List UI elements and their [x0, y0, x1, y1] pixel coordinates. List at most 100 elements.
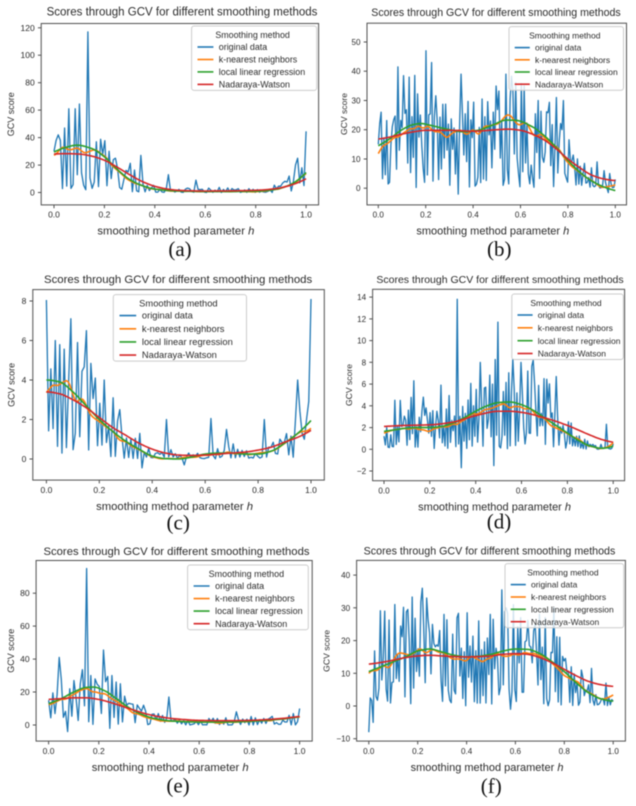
svg-text:1.0: 1.0 [305, 485, 317, 495]
svg-text:2: 2 [22, 415, 27, 425]
svg-text:k-nearest neighbors: k-nearest neighbors [538, 323, 613, 333]
svg-text:smoothing method parameter h: smoothing method parameter h [97, 226, 254, 238]
svg-text:(f): (f) [481, 774, 502, 798]
svg-text:local linear regression: local linear regression [215, 606, 303, 616]
svg-text:(d): (d) [487, 510, 512, 534]
svg-text:14: 14 [357, 293, 367, 302]
svg-text:Smoothing method: Smoothing method [215, 30, 290, 40]
svg-text:GCV score: GCV score [322, 630, 332, 672]
svg-text:local linear regression: local linear regression [538, 336, 621, 346]
svg-text:smoothing method parameter h: smoothing method parameter h [96, 501, 253, 513]
svg-text:80: 80 [25, 78, 35, 88]
svg-text:0.2: 0.2 [93, 746, 105, 756]
svg-text:12: 12 [357, 315, 367, 324]
svg-text:0.0: 0.0 [43, 746, 55, 756]
svg-text:local linear regression: local linear regression [531, 604, 614, 614]
svg-text:0: 0 [346, 702, 351, 711]
svg-text:10: 10 [341, 669, 351, 678]
svg-text:k-nearest neighbors: k-nearest neighbors [219, 55, 298, 65]
svg-text:0: 0 [22, 454, 27, 464]
svg-text:4: 4 [22, 375, 27, 385]
svg-text:smoothing method parameter h: smoothing method parameter h [416, 226, 569, 238]
svg-text:1.0: 1.0 [608, 747, 620, 756]
svg-text:0.4: 0.4 [461, 747, 473, 756]
svg-text:Smoothing method: Smoothing method [527, 568, 599, 578]
svg-text:Smoothing method: Smoothing method [209, 569, 285, 579]
svg-text:0: 0 [362, 445, 367, 454]
svg-text:0.6: 0.6 [516, 487, 528, 496]
svg-text:original data: original data [142, 311, 194, 321]
svg-text:0.4: 0.4 [467, 211, 479, 220]
svg-text:Scores through GCV for differe: Scores through GCV for different smoothi… [47, 6, 318, 18]
svg-text:6: 6 [362, 380, 367, 389]
svg-text:local linear regression: local linear regression [142, 337, 233, 347]
svg-text:20: 20 [341, 637, 351, 646]
svg-text:1.0: 1.0 [294, 746, 306, 756]
svg-text:k-nearest neighbors: k-nearest neighbors [142, 324, 225, 334]
svg-text:Nadaraya-Watson: Nadaraya-Watson [531, 617, 599, 627]
svg-text:60: 60 [25, 105, 35, 115]
svg-text:8: 8 [22, 296, 27, 306]
svg-text:smoothing method parameter h: smoothing method parameter h [418, 502, 571, 514]
svg-text:0.2: 0.2 [420, 211, 432, 220]
svg-text:30: 30 [341, 604, 351, 613]
svg-text:Scores through GCV for differe: Scores through GCV for different smoothi… [44, 274, 313, 286]
svg-text:smoothing method parameter h: smoothing method parameter h [411, 762, 564, 774]
svg-text:Scores through GCV for differe: Scores through GCV for different smoothi… [364, 545, 616, 557]
svg-text:original data: original data [215, 581, 264, 591]
svg-text:30: 30 [351, 97, 361, 106]
svg-text:0.0: 0.0 [363, 747, 375, 756]
svg-text:100: 100 [21, 50, 35, 60]
svg-text:0.4: 0.4 [470, 487, 482, 496]
svg-text:0.0: 0.0 [378, 487, 390, 496]
svg-text:0.6: 0.6 [199, 485, 211, 495]
svg-text:GCV score: GCV score [6, 629, 16, 673]
svg-text:0: 0 [356, 184, 361, 193]
svg-text:40: 40 [25, 133, 35, 143]
svg-text:Nadaraya-Watson: Nadaraya-Watson [142, 350, 217, 360]
svg-text:0.4: 0.4 [149, 210, 161, 220]
svg-text:50: 50 [351, 38, 361, 47]
svg-text:1.0: 1.0 [300, 210, 312, 220]
svg-text:0.8: 0.8 [243, 746, 255, 756]
svg-text:0.8: 0.8 [252, 485, 264, 495]
svg-text:0.6: 0.6 [193, 746, 205, 756]
svg-text:local linear regression: local linear regression [535, 67, 618, 77]
svg-text:0.2: 0.2 [98, 210, 110, 220]
svg-text:local linear regression: local linear regression [219, 67, 305, 77]
svg-text:120: 120 [21, 23, 35, 33]
svg-text:smoothing method parameter h: smoothing method parameter h [92, 762, 249, 774]
svg-text:0.0: 0.0 [373, 211, 385, 220]
svg-text:6: 6 [22, 336, 27, 346]
svg-text:10: 10 [357, 337, 367, 346]
svg-text:original data: original data [219, 42, 267, 52]
svg-text:0.2: 0.2 [412, 747, 424, 756]
svg-text:0.0: 0.0 [40, 485, 52, 495]
svg-text:60: 60 [20, 621, 30, 631]
svg-text:Smoothing method: Smoothing method [529, 31, 601, 41]
svg-text:Smoothing method: Smoothing method [530, 298, 602, 308]
svg-text:10: 10 [351, 155, 361, 164]
svg-text:4: 4 [362, 402, 367, 411]
svg-text:0.8: 0.8 [250, 210, 262, 220]
svg-text:0: 0 [25, 720, 30, 730]
svg-text:Nadaraya-Watson: Nadaraya-Watson [538, 349, 606, 359]
svg-text:GCV score: GCV score [6, 92, 16, 136]
svg-text:0.6: 0.6 [510, 747, 522, 756]
svg-text:0.8: 0.8 [562, 487, 574, 496]
svg-text:Nadaraya-Watson: Nadaraya-Watson [219, 80, 290, 90]
svg-text:(c): (c) [167, 510, 190, 534]
svg-text:k-nearest neighbors: k-nearest neighbors [535, 55, 610, 65]
svg-text:GCV score: GCV score [344, 364, 354, 406]
svg-text:0.6: 0.6 [199, 210, 211, 220]
svg-text:0.4: 0.4 [143, 746, 155, 756]
svg-text:original data: original data [538, 310, 585, 320]
svg-text:original data: original data [535, 43, 582, 53]
svg-text:0: 0 [30, 188, 35, 198]
svg-text:Scores through GCV for differe: Scores through GCV for different smoothi… [43, 546, 309, 558]
svg-text:(a): (a) [168, 237, 191, 261]
svg-text:0.2: 0.2 [424, 487, 436, 496]
svg-text:0.8: 0.8 [559, 747, 571, 756]
svg-text:0.0: 0.0 [48, 210, 60, 220]
svg-text:20: 20 [351, 126, 361, 135]
